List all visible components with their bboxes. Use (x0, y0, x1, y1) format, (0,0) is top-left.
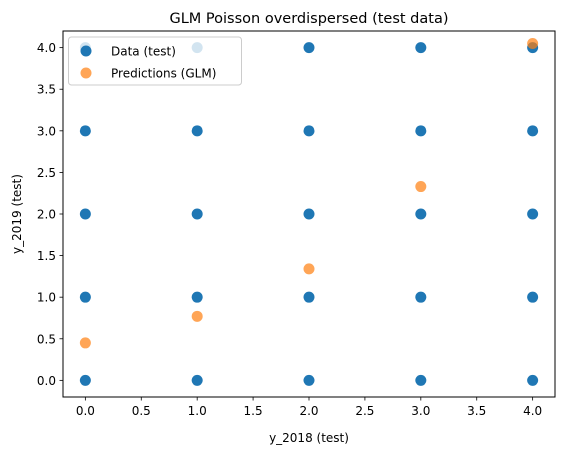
legend: Data (test) Predictions (GLM) (68, 36, 242, 86)
data-point (79, 291, 91, 303)
data-point (79, 208, 91, 220)
data-point (191, 291, 203, 303)
data-point (191, 374, 203, 386)
data-point (415, 374, 427, 386)
x-tick-label: 2.0 (299, 404, 318, 418)
legend-marker (80, 45, 92, 57)
x-tick-label: 3.5 (467, 404, 486, 418)
y-tick-label: 1.0 (37, 291, 56, 305)
y-tick-label: 0.0 (37, 374, 56, 388)
data-point (191, 125, 203, 137)
data-point (415, 208, 427, 220)
data-point (303, 125, 315, 137)
x-tick-label: 3.0 (411, 404, 430, 418)
data-point (191, 208, 203, 220)
prediction-point (191, 310, 203, 322)
data-point (415, 291, 427, 303)
prediction-point (527, 37, 539, 49)
x-tick-label: 1.5 (244, 404, 263, 418)
data-point (303, 42, 315, 54)
x-tick-label: 0.5 (132, 404, 151, 418)
data-point (303, 208, 315, 220)
x-axis-title: y_2018 (test) (269, 431, 349, 445)
data-point (415, 42, 427, 54)
prediction-point (303, 263, 315, 275)
y-tick-label: 0.5 (37, 332, 56, 346)
legend-label: Data (test) (111, 45, 176, 59)
data-point (303, 374, 315, 386)
legend-label: Predictions (GLM) (111, 67, 216, 81)
data-point (527, 374, 539, 386)
data-point (79, 374, 91, 386)
legend-marker (80, 67, 92, 79)
y-tick-label: 2.0 (37, 208, 56, 222)
y-tick-label: 1.5 (37, 249, 56, 263)
prediction-point (415, 181, 427, 193)
data-point (415, 125, 427, 137)
data-points (79, 37, 539, 386)
data-point (527, 125, 539, 137)
data-point (527, 208, 539, 220)
x-axis: 0.0 0.5 1.0 1.5 2.0 2.5 3.0 3.5 4.0 (76, 397, 542, 418)
x-tick-label: 1.0 (188, 404, 207, 418)
data-point (79, 125, 91, 137)
x-tick-label: 0.0 (76, 404, 95, 418)
prediction-point (79, 337, 91, 349)
data-point (527, 291, 539, 303)
y-axis: 0.0 0.5 1.0 1.5 2.0 2.5 3.0 3.5 4.0 (37, 41, 63, 388)
y-tick-label: 2.5 (37, 166, 56, 180)
y-axis-title: y_2019 (test) (10, 174, 24, 254)
y-tick-label: 3.5 (37, 83, 56, 97)
chart-title: GLM Poisson overdispersed (test data) (169, 11, 448, 27)
legend-box (68, 36, 242, 86)
x-tick-label: 2.5 (355, 404, 374, 418)
y-tick-label: 3.0 (37, 124, 56, 138)
data-point (303, 291, 315, 303)
x-tick-label: 4.0 (523, 404, 542, 418)
y-tick-label: 4.0 (37, 41, 56, 55)
